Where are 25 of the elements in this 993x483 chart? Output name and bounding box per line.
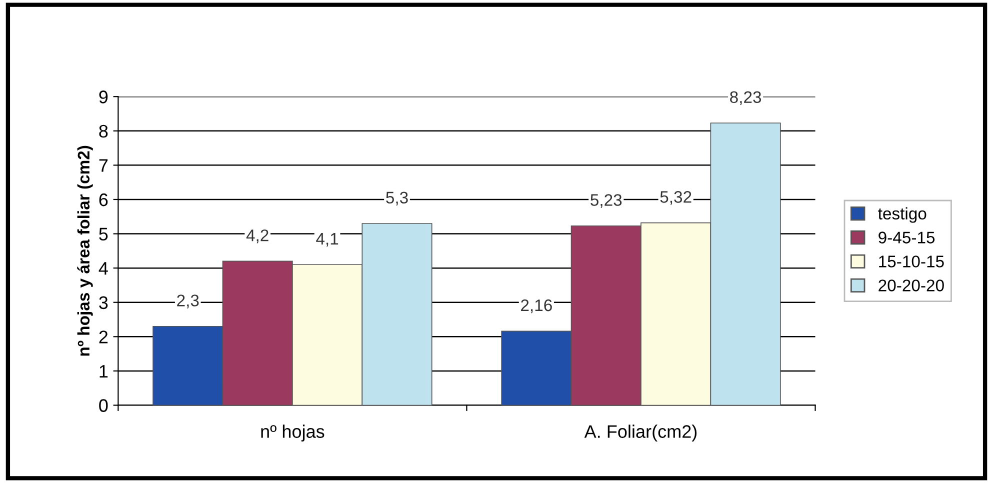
x-tick-label: nº hojas [261, 424, 324, 442]
y-tick-label: 5 [99, 228, 108, 240]
y-tick-label: 3 [99, 296, 108, 310]
data-label: 8,23 [730, 91, 762, 106]
y-tick-label: 9 [99, 90, 108, 104]
data-label: 2,16 [521, 299, 552, 314]
legend-label: 20-20-20 [878, 280, 944, 292]
data-label: 5,3 [386, 192, 408, 206]
y-tick-label: 8 [99, 124, 108, 138]
y-tick-label: 4 [98, 262, 108, 275]
y-tick-label: 2 [99, 330, 108, 344]
data-label: 4,1 [316, 233, 338, 247]
legend-label: testigo [878, 207, 926, 223]
y-tick-label: 6 [99, 193, 108, 206]
data-label: 4,2 [246, 229, 268, 244]
y-tick-label: 0 [99, 399, 108, 412]
y-tick-label: 7 [99, 159, 108, 172]
data-label: 2,3 [177, 294, 199, 308]
legend-label: 15-10-15 [879, 256, 944, 268]
y-tick-label: 1 [100, 365, 108, 378]
data-label: 5,23 [590, 194, 622, 208]
x-tick-label: A. Foliar(cm2) [584, 424, 697, 442]
legend-label: 9-45-15 [878, 232, 935, 244]
y-axis-title: nº hojas y área foliar (cm2) [77, 146, 93, 356]
data-label: 5,32 [660, 191, 692, 205]
